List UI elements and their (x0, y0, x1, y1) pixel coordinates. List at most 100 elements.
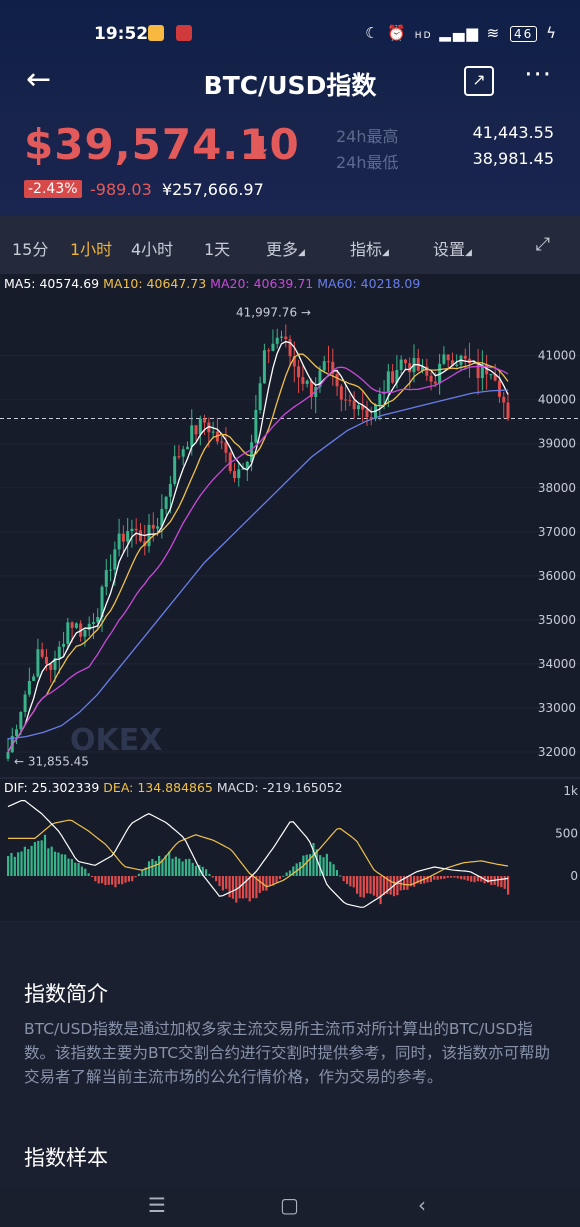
macd-hist-bar (23, 846, 26, 876)
more-label: 更多 (266, 240, 299, 259)
candle-body (215, 431, 219, 442)
macd-hist-bar (53, 851, 57, 876)
candle-body (450, 360, 454, 366)
macd-hist-bar (413, 876, 416, 887)
macd-hist-bar (57, 852, 60, 876)
candle-body (44, 656, 48, 664)
candle-body (497, 380, 501, 397)
macd-hist-bar (352, 876, 355, 888)
candle-body (429, 375, 433, 382)
candle-body (335, 373, 339, 387)
system-back-icon[interactable]: ‹ (418, 1193, 426, 1217)
macd-hist-bar (37, 840, 40, 876)
dea-line (8, 819, 509, 888)
price-tick-label: 32000 (538, 745, 576, 759)
back-arrow-icon[interactable]: ← (26, 62, 52, 97)
status-time: 19:52 (94, 24, 149, 44)
dif-line (7, 800, 509, 908)
fullscreen-icon[interactable]: ⤢ (535, 234, 550, 255)
candle-body (489, 374, 493, 376)
candle-body (100, 586, 104, 618)
macd-hist-bar (486, 876, 490, 883)
macd-hist-bar (433, 876, 436, 880)
candle-body (49, 663, 53, 670)
candle-body (117, 533, 121, 550)
candle-body (403, 359, 407, 364)
macd-hist-bar (396, 876, 399, 896)
macd-hist-bar (30, 845, 33, 876)
candle-body (506, 402, 510, 419)
macd-hist-bar (278, 876, 282, 880)
candle-body (62, 643, 66, 647)
candle-body (40, 649, 44, 657)
candle-body (391, 371, 395, 383)
macd-hist-bar (7, 855, 10, 876)
menu-icon[interactable]: ☰ (148, 1193, 166, 1217)
tab-1h[interactable]: 1小时 (70, 240, 113, 259)
candle-body (356, 405, 360, 410)
tab-more[interactable]: 更多◢ (266, 236, 305, 260)
macd-hist-bar (426, 876, 429, 883)
macd-hist-bar (77, 863, 80, 876)
macd-hist-bar (154, 860, 157, 876)
candle-body (104, 570, 108, 587)
macd-hist-bar (315, 849, 318, 876)
macd-hist-bar (366, 876, 369, 894)
candle-body (446, 354, 450, 361)
tab-15m[interactable]: 15分 (12, 240, 49, 259)
candle-body (181, 449, 185, 457)
home-icon[interactable]: ▢ (280, 1193, 299, 1217)
macd-hist-bar (436, 876, 439, 880)
macd-hist-bar (335, 870, 339, 876)
candle-body (365, 409, 369, 418)
price-down-arrow-icon: ⬇ (250, 132, 272, 162)
candle-body (374, 404, 378, 419)
tab-indicator[interactable]: 指标◢ (350, 236, 389, 260)
macd-hist-bar (332, 864, 335, 876)
candle-body (262, 350, 266, 384)
high-24h-value: 41,443.55 (472, 123, 554, 142)
signal-icon: ▂▄▆ (439, 24, 480, 42)
candle-body (297, 366, 301, 378)
candle-body (130, 528, 134, 532)
ma5-line (7, 340, 509, 753)
macd-hist-bar (47, 848, 50, 876)
macd-hist-bar (231, 876, 235, 899)
macd-hist-bar (107, 876, 110, 885)
macd-hist-bar (376, 876, 379, 898)
macd-tick-label: 1k (563, 784, 578, 798)
candle-body (267, 350, 271, 352)
price-tick-label: 40000 (538, 393, 576, 407)
intro-text: BTC/USD指数是通过加权多家主流交易所主流币对所计算出的BTC/USD指数。… (24, 1020, 551, 1086)
macd-hist-bar (10, 852, 13, 876)
candle-body (284, 336, 288, 340)
macd-hist-bar (349, 876, 352, 887)
candle-body (476, 363, 480, 379)
macd-hist-bar (131, 876, 134, 882)
candle-body (36, 649, 40, 677)
candle-body (224, 442, 228, 453)
candle-body (173, 456, 177, 484)
candle-body (352, 400, 356, 410)
candle-body (220, 441, 224, 443)
macd-hist-bar (43, 834, 47, 876)
macd-hist-bar (111, 876, 114, 885)
candle-body (318, 370, 322, 387)
wifi-icon: ≋ (486, 24, 502, 42)
candle-body (442, 354, 446, 364)
tab-4h[interactable]: 4小时 (131, 240, 174, 259)
candle-body (66, 622, 70, 644)
macd-hist-bar (147, 861, 151, 876)
kline-chart[interactable]: MA5: 40574.69 MA10: 40647.73 MA20: 40639… (0, 274, 580, 942)
tab-1d[interactable]: 1天 (204, 240, 231, 259)
share-icon[interactable]: ↗ (464, 66, 494, 96)
tab-settings[interactable]: 设置◢ (433, 236, 472, 260)
candle-body (121, 533, 125, 542)
macd-hist-bar (137, 873, 141, 876)
charging-icon: ϟ (546, 24, 558, 42)
macd-hist-bar (201, 866, 204, 876)
candle-body (348, 400, 352, 402)
candle-body (134, 528, 138, 531)
candle-body (211, 431, 215, 433)
more-options-icon[interactable]: ··· (524, 60, 552, 90)
